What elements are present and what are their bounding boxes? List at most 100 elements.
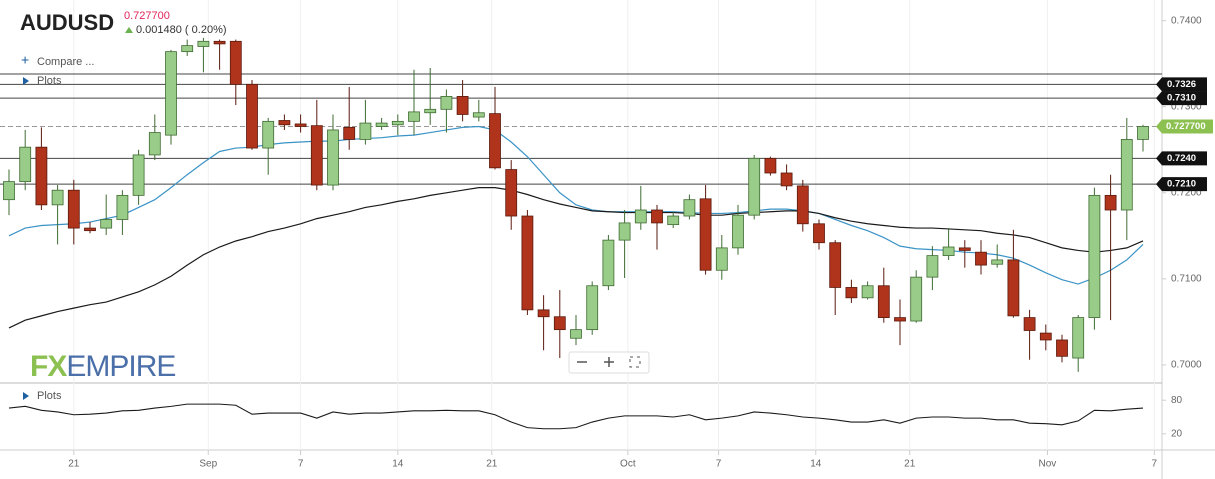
candle-body [505, 169, 518, 217]
candle-body [780, 172, 793, 187]
candle-body [926, 255, 939, 278]
zoom-reset[interactable] [629, 356, 641, 368]
candle-body [408, 111, 420, 122]
level-label: 0.7240 [1167, 153, 1196, 164]
labels: 0.7326 0.7310 0.7240 0.7210 0.727700 [1156, 77, 1213, 192]
plots-icon[interactable] [23, 77, 29, 85]
level-label: 0.7310 [1167, 93, 1196, 104]
candle-body [829, 242, 842, 288]
y-tick-label: 0.7200 [1171, 187, 1202, 198]
candle-body [942, 246, 955, 257]
x-tick-label: 7 [716, 459, 722, 470]
candle-body [1007, 259, 1020, 317]
level-label-box [1156, 91, 1207, 106]
candle-body [651, 209, 663, 224]
candle-body [375, 122, 388, 127]
last-price-label: 0.727700 [1166, 121, 1206, 132]
level-label-box [1156, 77, 1207, 92]
candle-body [764, 157, 777, 174]
x-tick-label: 7 [298, 459, 304, 470]
candle-body [116, 194, 129, 220]
compare-button[interactable]: Compare ... [37, 56, 94, 68]
candle-body [991, 259, 1004, 265]
candle-body [424, 108, 437, 114]
candle-body [877, 285, 890, 318]
candle-body [699, 198, 712, 271]
candle-body [278, 120, 291, 126]
candle-body [262, 120, 275, 149]
indicator-plots-button[interactable]: Plots [37, 390, 62, 402]
indicator-line [8, 403, 1144, 430]
y-tick-label: 0.7100 [1171, 273, 1202, 284]
candle-body [894, 317, 906, 322]
x-tick-label: 7 [1152, 459, 1158, 470]
candle-body [456, 95, 469, 115]
candle-body [359, 122, 372, 140]
candle-body [602, 239, 615, 287]
candle-body [715, 247, 728, 271]
logo: FXEMPIRE [30, 350, 175, 383]
candle-body [521, 215, 534, 311]
candle-body [910, 276, 923, 322]
candle-body [958, 247, 971, 251]
candle-body [310, 125, 323, 186]
candle-body [732, 214, 744, 249]
plot-area [3, 37, 1149, 430]
candle-body [1137, 126, 1149, 140]
x-tick-label: Nov [1039, 459, 1057, 470]
candle-body [229, 40, 242, 85]
x-tick-label: 14 [392, 459, 404, 470]
candle-body [246, 83, 258, 149]
candle-body [975, 251, 987, 266]
x-tick-label: 21 [486, 459, 498, 470]
moving-average [8, 187, 1144, 329]
candle-body [845, 287, 858, 299]
candle-body [84, 227, 96, 232]
candle-body [327, 129, 339, 186]
candle-body [294, 123, 307, 127]
candle-body [683, 199, 696, 217]
chart-title: AUDUSD [20, 10, 114, 35]
candle-body [1039, 332, 1052, 341]
candle-body [634, 209, 647, 224]
candle-body [796, 185, 809, 225]
zoom-controls [568, 351, 650, 374]
candle-body [1088, 194, 1101, 318]
candle-body [197, 40, 210, 47]
candle-body [537, 309, 550, 318]
candle-body [19, 146, 32, 183]
candle-body [861, 285, 874, 299]
candle-body [553, 316, 566, 331]
indicator-plots-icon[interactable] [23, 392, 29, 400]
x-tick-label: 21 [904, 459, 916, 470]
logo-left: FX [30, 350, 67, 383]
candle-body [132, 154, 145, 196]
candle-body [51, 189, 64, 206]
header-price: 0.727700 [124, 10, 170, 22]
zoom-in[interactable] [604, 357, 614, 367]
candle-body [667, 215, 680, 226]
level-label: 0.7326 [1167, 79, 1196, 90]
level-label: 0.7210 [1167, 179, 1196, 190]
x-tick-label: 14 [810, 459, 822, 470]
plots-button[interactable]: Plots [37, 75, 62, 87]
candle-body [748, 157, 761, 216]
compare-icon[interactable]: + [21, 52, 29, 68]
y-tick-label: 0.7300 [1171, 101, 1202, 112]
x-tick-label: 21 [68, 459, 80, 470]
y-tick-label: 0.7000 [1171, 360, 1202, 371]
candle-body [181, 45, 194, 53]
candle-body [1023, 317, 1036, 331]
candle-body [1072, 317, 1085, 359]
candle-body [489, 113, 501, 169]
candle-body [618, 222, 631, 241]
candle-body [343, 126, 356, 140]
last-price-box [1156, 119, 1213, 134]
candle-body [813, 223, 825, 244]
level-label-box [1156, 177, 1207, 192]
candle-body [35, 146, 48, 206]
level-label-box [1156, 151, 1207, 166]
